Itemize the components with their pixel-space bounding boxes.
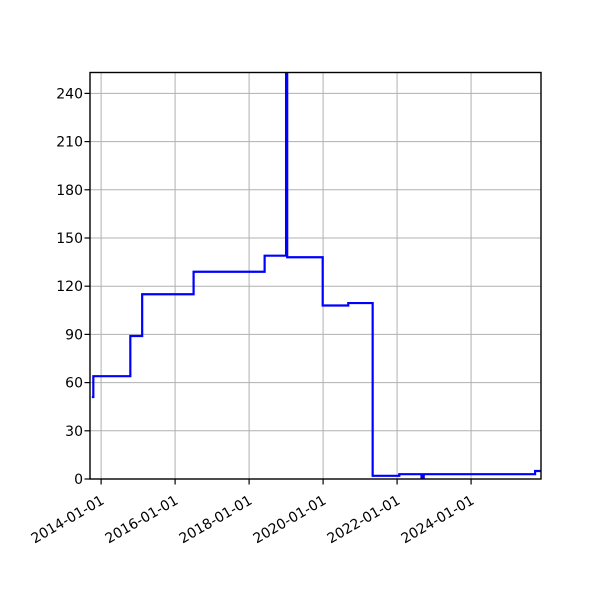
y-tick-label: 180 bbox=[56, 183, 83, 199]
x-tick-label: 2016-01-01 bbox=[103, 493, 181, 548]
y-tick-label: 90 bbox=[65, 327, 83, 343]
y-tick-label: 120 bbox=[56, 279, 83, 295]
y-tick-label: 0 bbox=[74, 472, 83, 488]
series-line bbox=[91, 72, 541, 479]
x-tick-label: 2018-01-01 bbox=[177, 493, 255, 548]
x-ticks bbox=[100, 479, 472, 485]
x-tick-label: 2022-01-01 bbox=[325, 493, 403, 548]
x-tick-label: 2020-01-01 bbox=[251, 493, 329, 548]
x-tick-labels: 2014-01-012016-01-012018-01-012020-01-01… bbox=[29, 493, 477, 548]
y-tick-label: 210 bbox=[56, 135, 83, 151]
data-line bbox=[91, 72, 541, 479]
y-tick-label: 150 bbox=[56, 231, 83, 247]
x-tick-label: 2024-01-01 bbox=[399, 493, 477, 548]
y-tick-label: 30 bbox=[65, 424, 83, 440]
x-tick-label: 2014-01-01 bbox=[29, 493, 107, 548]
y-tick-label: 60 bbox=[65, 376, 83, 392]
y-tick-labels: 0 30 60 90 120 150 180 210 240 bbox=[56, 86, 83, 488]
y-tick-label: 240 bbox=[56, 86, 83, 102]
y-gridlines bbox=[90, 92, 541, 480]
plot-border bbox=[89, 71, 542, 480]
y-ticks bbox=[84, 92, 90, 480]
